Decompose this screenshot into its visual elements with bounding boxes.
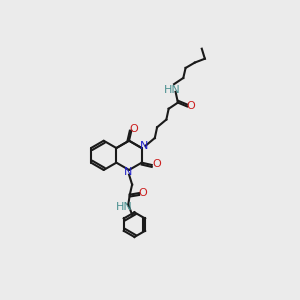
Text: O: O (139, 188, 147, 198)
Text: O: O (129, 124, 138, 134)
Text: N: N (140, 142, 148, 152)
Text: HN: HN (164, 85, 181, 94)
Text: HN: HN (116, 202, 133, 212)
Text: O: O (187, 101, 195, 111)
Text: N: N (124, 167, 133, 176)
Text: O: O (152, 159, 161, 169)
